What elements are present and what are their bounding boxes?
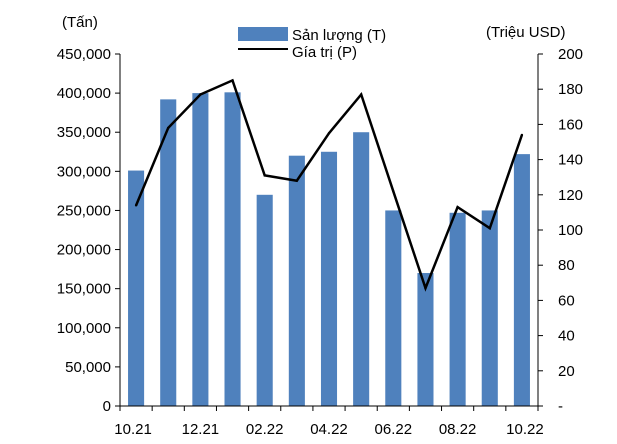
left-tick-label: 350,000 <box>57 124 111 141</box>
line-point <box>295 179 299 182</box>
line-point <box>488 227 491 230</box>
line-point <box>456 205 459 209</box>
legend-bar-label: Sản lượng (T) <box>292 27 386 44</box>
line-point <box>327 132 331 135</box>
legend-line-label: Gía trị (P) <box>292 44 357 61</box>
left-tick-label: 300,000 <box>57 163 111 180</box>
right-tick-label: 180 <box>558 81 583 98</box>
line-series <box>134 78 524 292</box>
x-tick-label: 10.22 <box>506 421 544 438</box>
left-tick-label: 50,000 <box>65 359 111 376</box>
right-tick-label: 40 <box>558 328 575 345</box>
line-point <box>134 204 138 207</box>
left-tick-label: 100,000 <box>57 320 111 337</box>
bar <box>417 273 434 406</box>
right-tick-label: 20 <box>558 363 575 380</box>
bar <box>224 92 241 406</box>
x-tick-label: 10.21 <box>114 421 152 438</box>
right-axis-unit: (Triệu USD) <box>486 24 565 41</box>
line-point <box>231 79 234 82</box>
left-tick-label: 0 <box>103 398 111 415</box>
x-tick-label: 08.22 <box>439 421 477 438</box>
bar <box>128 170 145 406</box>
x-tick-label: 02.22 <box>246 421 284 438</box>
line-point <box>359 93 363 96</box>
x-axis: 10.21 12.21 02.22 04.22 06.22 08.22 10.22 <box>114 405 544 438</box>
right-tick-label: 100 <box>558 222 583 239</box>
bar <box>288 155 305 406</box>
right-tick-label: 160 <box>558 116 583 133</box>
bar <box>320 151 338 406</box>
line-point <box>520 133 524 137</box>
bar <box>513 154 530 406</box>
right-tick-label: 80 <box>558 257 575 274</box>
x-tick-label: 12.21 <box>182 421 220 438</box>
left-tick-label: 150,000 <box>57 281 111 298</box>
right-tick-label: - <box>558 398 563 415</box>
line-point <box>199 93 202 96</box>
line-point <box>263 174 266 177</box>
right-tick-label: 120 <box>558 187 583 204</box>
right-tick-label: 60 <box>558 292 575 309</box>
bar <box>353 132 370 406</box>
legend: Sản lượng (T) Gía trị (P) <box>238 27 386 61</box>
right-tick-label: 200 <box>558 46 583 63</box>
x-tick-label: 04.22 <box>310 421 348 438</box>
left-tick-label: 450,000 <box>57 46 111 63</box>
bar <box>449 212 466 406</box>
line-point <box>392 190 395 193</box>
right-tick-label: 140 <box>558 152 583 169</box>
right-axis: - 20 40 60 80 100 120 140 160 180 200 <box>537 46 583 415</box>
left-axis: 0 50,000 100,000 150,000 200,000 250,000 300,0… <box>57 46 121 415</box>
bar <box>256 194 273 406</box>
left-tick-label: 400,000 <box>57 85 111 102</box>
left-axis-unit: (Tấn) <box>62 14 98 31</box>
left-tick-label: 200,000 <box>57 242 111 259</box>
bar <box>160 99 177 406</box>
left-tick-label: 250,000 <box>57 202 111 219</box>
bar <box>192 93 209 406</box>
legend-bar-swatch <box>238 27 288 41</box>
bar <box>385 210 402 406</box>
line-point <box>424 286 427 290</box>
bar-series <box>128 92 530 406</box>
bar <box>481 210 498 406</box>
x-tick-label: 06.22 <box>375 421 413 438</box>
line-point <box>167 126 170 130</box>
